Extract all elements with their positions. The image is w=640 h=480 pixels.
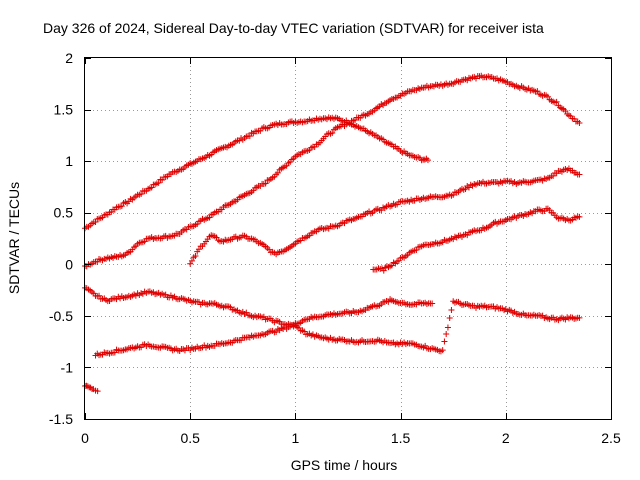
x-tick-label: 1.5 [391, 430, 411, 446]
data-point [94, 388, 101, 395]
x-axis: 0 0.5 1 1.5 2 2.5 [81, 58, 621, 446]
plot-frame [84, 57, 612, 420]
data-point [388, 262, 395, 269]
data-point [553, 98, 560, 105]
data-markers [82, 72, 583, 395]
data-point [446, 314, 453, 321]
data-point [441, 338, 448, 345]
y-tick-label: 2 [65, 50, 73, 66]
data-point [424, 157, 431, 164]
data-point [576, 314, 583, 321]
y-tick-label: -1 [61, 359, 74, 375]
y-tick-label: 1 [65, 153, 73, 169]
data-point [87, 384, 94, 391]
y-axis-label: SDTVAR / TECUs [6, 182, 22, 294]
x-tick-label: 0 [81, 430, 89, 446]
data-point [439, 347, 446, 354]
data-point [329, 130, 336, 137]
x-tick-label: 0.5 [180, 430, 200, 446]
y-tick-label: 1.5 [54, 102, 74, 118]
data-point [155, 179, 162, 186]
data-point [262, 180, 269, 187]
data-point [192, 253, 199, 260]
series-sat-f [92, 296, 436, 359]
data-point [246, 133, 253, 140]
data-point [84, 383, 91, 390]
data-point [429, 300, 436, 307]
series-sat-e [82, 284, 583, 355]
x-axis-label: GPS time / hours [291, 457, 398, 473]
series-sat-b [82, 72, 583, 270]
series-sat-d [370, 205, 583, 274]
x-tick-label: 1 [292, 430, 300, 446]
data-point [443, 330, 450, 337]
y-axis: -1.5 -1 -0.5 0 0.5 1 1.5 2 [49, 50, 611, 427]
x-tick-label: 2 [502, 430, 510, 446]
grid-lines [85, 58, 611, 419]
chart-title: Day 326 of 2024, Sidereal Day-to-day VTE… [43, 20, 544, 36]
y-tick-label: 0.5 [54, 205, 74, 221]
series-sat-c [187, 165, 583, 267]
y-tick-label: -0.5 [49, 308, 73, 324]
data-point [96, 292, 103, 299]
data-point [576, 171, 583, 178]
data-point [444, 324, 451, 331]
series-sat-a [82, 114, 431, 232]
data-point [448, 307, 455, 314]
data-point [274, 169, 281, 176]
data-point [576, 119, 583, 126]
data-point [138, 190, 145, 197]
data-point [92, 219, 99, 226]
data-point [576, 213, 583, 220]
data-point [380, 267, 387, 274]
data-point [273, 329, 280, 336]
y-tick-label: 0 [65, 256, 73, 272]
data-point [195, 246, 202, 253]
y-tick-label: -1.5 [49, 411, 73, 427]
data-point [188, 257, 195, 264]
x-tick-label: 2.5 [601, 430, 621, 446]
data-point [118, 203, 125, 210]
